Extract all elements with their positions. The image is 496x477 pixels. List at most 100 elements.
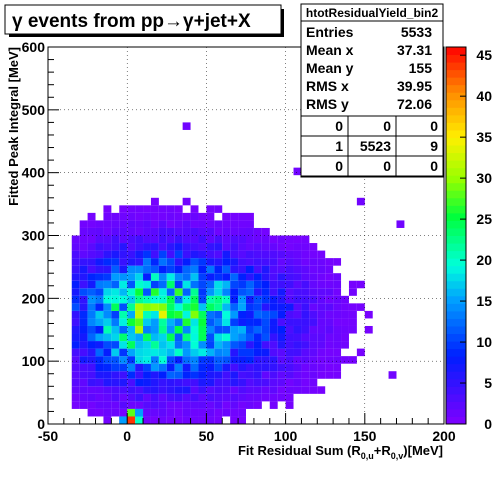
- heatmap-cell: [214, 341, 223, 349]
- heatmap-cell: [261, 258, 270, 266]
- heatmap-cell: [253, 258, 262, 266]
- heatmap-cell: [166, 227, 175, 236]
- color-scale-segment: [446, 408, 466, 417]
- heatmap-cell: [190, 318, 199, 326]
- heatmap-cell: [150, 243, 159, 251]
- color-scale-segment: [446, 378, 466, 387]
- heatmap-cell: [143, 401, 151, 409]
- heatmap-cell: [277, 250, 286, 259]
- heatmap-cell: [150, 227, 159, 236]
- heatmap-cell: [341, 325, 349, 334]
- heatmap-cell: [206, 348, 215, 357]
- heatmap-cell: [127, 318, 136, 326]
- heatmap-cell: [230, 258, 239, 266]
- color-scale-segment: [446, 356, 466, 365]
- heatmap-cell: [285, 295, 294, 304]
- overflow-cell: 0: [335, 118, 343, 134]
- heatmap-cell: [103, 318, 112, 326]
- color-scale-segment: [446, 333, 466, 342]
- heatmap-cell: [253, 280, 262, 289]
- heatmap-cell: [317, 363, 326, 372]
- heatmap-cell: [158, 243, 167, 251]
- heatmap-cell: [246, 310, 254, 319]
- heatmap-cell: [111, 310, 120, 319]
- heatmap-cell: [317, 341, 326, 349]
- heatmap-cell: [190, 288, 199, 296]
- color-scale-segment: [446, 182, 466, 191]
- heatmap-cell: [103, 416, 112, 424]
- heatmap-cell: [309, 325, 318, 334]
- heatmap-cell: [222, 220, 231, 228]
- heatmap-cell: [206, 273, 215, 281]
- stats-row-value: 155: [409, 60, 433, 76]
- heatmap-cell: [293, 250, 302, 259]
- heatmap-cell: [79, 341, 88, 349]
- heatmap-cell: [238, 318, 246, 326]
- heatmap-cell: [95, 220, 104, 228]
- heatmap-cell: [222, 371, 231, 379]
- heatmap-cell: [103, 348, 112, 357]
- heatmap-cell: [206, 227, 215, 236]
- heatmap-cell: [71, 356, 80, 364]
- x-axis-title-part-1: Fit Residual Sum (R: [238, 443, 361, 458]
- heatmap-cell: [230, 235, 239, 244]
- heatmap-cell: [277, 265, 286, 274]
- heatmap-cell: [143, 295, 151, 304]
- heatmap-cell: [87, 250, 96, 259]
- overflow-cell: 5523: [360, 138, 391, 154]
- heatmap-cell: [261, 341, 270, 349]
- heatmap-cell: [301, 348, 310, 357]
- heatmap-cell: [87, 378, 96, 387]
- heatmap-cell: [230, 363, 239, 372]
- heatmap-cell: [230, 356, 239, 364]
- heatmap-cell: [103, 378, 112, 387]
- heatmap-cell: [293, 295, 302, 304]
- heatmap-cell: [79, 371, 88, 379]
- heatmap-cell: [182, 258, 191, 266]
- heatmap-cell: [127, 250, 136, 259]
- heatmap-cell: [348, 303, 357, 311]
- heatmap-cell: [325, 363, 334, 372]
- color-scale-segment: [446, 227, 466, 236]
- heatmap-cell: [301, 273, 310, 281]
- heatmap-cell: [158, 393, 167, 402]
- heatmap-cell: [111, 273, 120, 281]
- heatmap-cell: [119, 227, 128, 236]
- heatmap-cell: [222, 295, 231, 304]
- heatmap-cell: [182, 227, 191, 236]
- heatmap-cell: [166, 386, 175, 394]
- heatmap-cell: [150, 265, 159, 274]
- heatmap-cell: [238, 371, 246, 379]
- heatmap-cell: [111, 378, 120, 387]
- heatmap-cell: [166, 265, 175, 274]
- heatmap-cell: [214, 371, 223, 379]
- heatmap-cell: [166, 318, 175, 326]
- heatmap-cell: [190, 227, 199, 236]
- heatmap-cell: [103, 303, 112, 311]
- color-scale-segment: [446, 107, 466, 116]
- heatmap-cell: [246, 220, 254, 228]
- heatmap-cell: [309, 386, 318, 394]
- heatmap-cell: [87, 220, 96, 228]
- heatmap-cell: [135, 325, 144, 334]
- heatmap-cell: [103, 386, 112, 394]
- heatmap-cell: [309, 333, 318, 342]
- heatmap-cell: [127, 280, 136, 289]
- color-scale-segment: [446, 235, 466, 244]
- heatmap-cell: [246, 250, 254, 259]
- heatmap-cell: [198, 333, 207, 342]
- heatmap-cell: [95, 378, 104, 387]
- heatmap-cell: [222, 318, 231, 326]
- heatmap-cell: [214, 348, 223, 357]
- heatmap-cell: [143, 205, 151, 213]
- heatmap-cell: [277, 371, 286, 379]
- heatmap-cell: [71, 273, 80, 281]
- heatmap-cell: [246, 333, 254, 342]
- heatmap-cell: [103, 333, 112, 342]
- heatmap-cell: [238, 258, 246, 266]
- color-scale-segment: [446, 77, 466, 86]
- heatmap-cell: [103, 258, 112, 266]
- heatmap-cell: [253, 310, 262, 319]
- heatmap-cell: [135, 288, 144, 296]
- heatmap-cell: [214, 273, 223, 281]
